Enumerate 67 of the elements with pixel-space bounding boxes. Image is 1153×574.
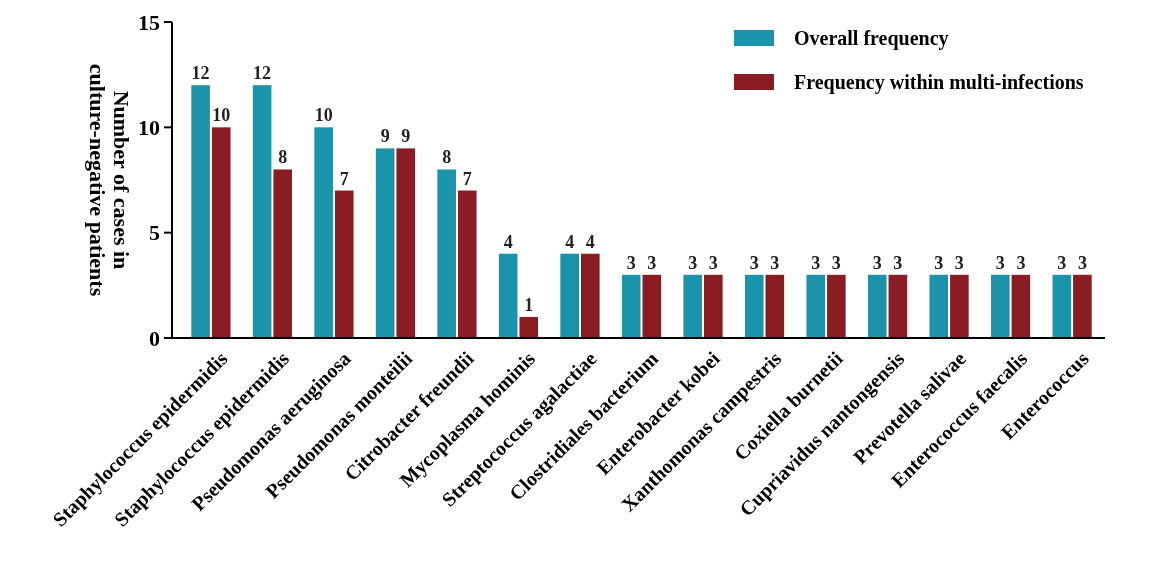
data-label: 3: [770, 252, 780, 273]
bar: [888, 274, 908, 338]
data-label: 3: [749, 252, 759, 273]
bar: [211, 127, 231, 338]
bar: [580, 253, 600, 338]
bar: [683, 274, 703, 338]
data-label: 10: [212, 105, 231, 126]
bar: [990, 274, 1010, 338]
y-axis-title: Number of cases in culture-negative patients: [85, 63, 135, 297]
y-tick-label: 0: [149, 325, 160, 351]
data-label: 3: [708, 252, 718, 273]
data-label: 3: [831, 252, 841, 273]
bar: [1052, 274, 1072, 338]
bar: [929, 274, 949, 338]
bar: [827, 274, 846, 338]
data-label: 9: [380, 126, 390, 147]
bar: [457, 190, 477, 338]
bar: [396, 148, 416, 338]
data-label: 8: [278, 147, 288, 168]
data-label: 1: [524, 294, 534, 315]
data-label: 3: [995, 252, 1005, 273]
y-tick-label: 5: [149, 220, 160, 246]
data-label: 4: [585, 231, 595, 252]
data-label: 3: [688, 252, 698, 273]
bar: [314, 127, 333, 338]
data-label: 3: [647, 252, 657, 273]
bar: [950, 274, 969, 338]
data-label: 7: [462, 168, 472, 189]
data-label: 3: [1077, 252, 1087, 273]
data-label: 4: [503, 231, 513, 252]
legend-label: Overall frequency: [794, 27, 949, 50]
bar: [437, 169, 456, 338]
data-label: 10: [314, 105, 333, 126]
bar: [806, 274, 826, 338]
bar: [704, 274, 723, 338]
bar: [273, 169, 293, 338]
data-label: 3: [893, 252, 903, 273]
data-label: 9: [401, 126, 411, 147]
data-label: 3: [1057, 252, 1067, 273]
data-label: 3: [626, 252, 636, 273]
bar: [519, 316, 539, 338]
y-tick-label: 10: [138, 115, 160, 141]
data-label: 7: [339, 168, 349, 189]
bar: [744, 274, 764, 338]
data-label: 12: [253, 63, 272, 84]
data-label: 3: [954, 252, 964, 273]
bar: [560, 253, 579, 338]
bar: [765, 274, 785, 338]
data-label: 3: [934, 252, 944, 273]
bar: [375, 148, 395, 338]
data-label: 3: [811, 252, 821, 273]
bar: [334, 190, 354, 338]
bar: [621, 274, 641, 338]
bar: [191, 85, 210, 338]
bar: [252, 85, 272, 338]
bar: [1011, 274, 1031, 338]
data-label: 8: [442, 147, 452, 168]
data-label: 4: [565, 231, 575, 252]
bar: [867, 274, 887, 338]
data-label: 12: [191, 63, 210, 84]
y-tick-label: 15: [138, 9, 160, 35]
bar: [642, 274, 662, 338]
bar: [498, 253, 518, 338]
data-label: 3: [872, 252, 882, 273]
bar: [1073, 274, 1092, 338]
data-label: 3: [1016, 252, 1026, 273]
legend-label: Frequency within multi-infections: [794, 71, 1084, 94]
